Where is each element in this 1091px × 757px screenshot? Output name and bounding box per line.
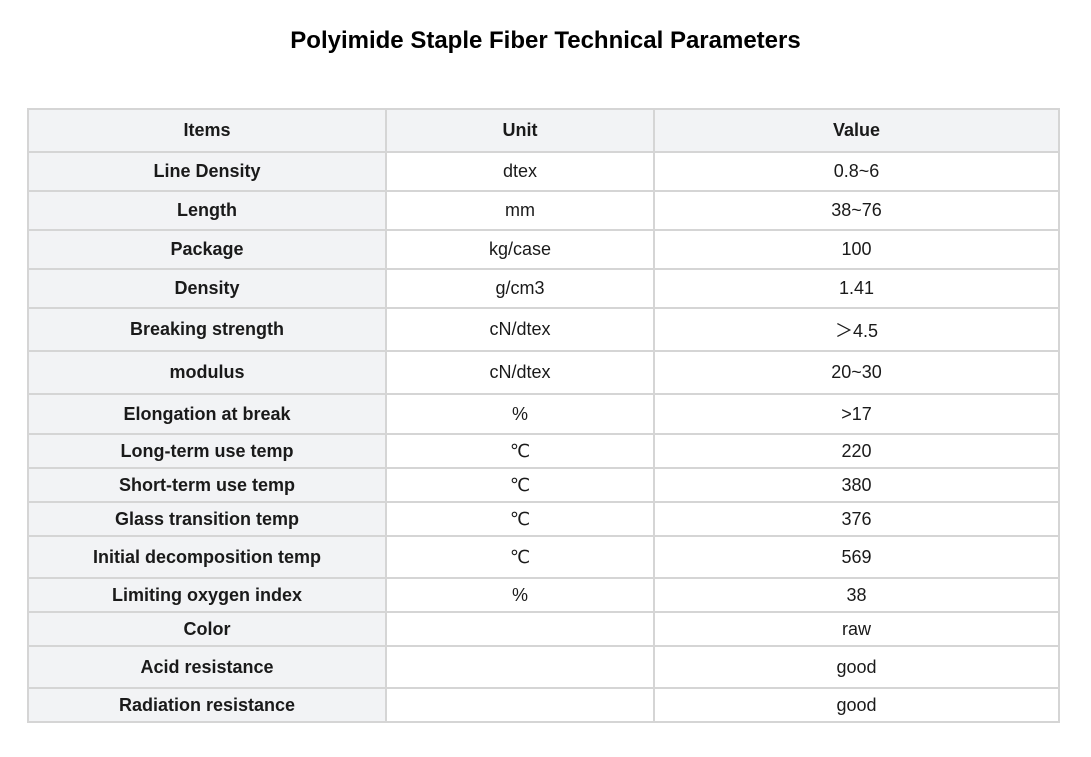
column-header-value: Value bbox=[653, 108, 1060, 153]
item-cell: Limiting oxygen index bbox=[27, 577, 387, 613]
table-row: Length mm 38~76 bbox=[27, 190, 1060, 231]
value-cell: 1.41 bbox=[653, 268, 1060, 309]
unit-cell: kg/case bbox=[385, 229, 655, 270]
value-cell: ＞4.5 bbox=[653, 307, 1060, 352]
item-cell: Breaking strength bbox=[27, 307, 387, 352]
table-row: Glass transition temp ℃ 376 bbox=[27, 501, 1060, 537]
unit-cell bbox=[385, 687, 655, 723]
item-cell: modulus bbox=[27, 350, 387, 395]
item-cell: Acid resistance bbox=[27, 645, 387, 689]
item-cell: Color bbox=[27, 611, 387, 647]
item-cell: Package bbox=[27, 229, 387, 270]
unit-cell: cN/dtex bbox=[385, 307, 655, 352]
item-cell: Glass transition temp bbox=[27, 501, 387, 537]
item-cell: Short-term use temp bbox=[27, 467, 387, 503]
column-header-unit: Unit bbox=[385, 108, 655, 153]
table-row: Density g/cm3 1.41 bbox=[27, 268, 1060, 309]
item-cell: Length bbox=[27, 190, 387, 231]
column-header-items: Items bbox=[27, 108, 387, 153]
table-row: Radiation resistance good bbox=[27, 687, 1060, 723]
value-cell: good bbox=[653, 645, 1060, 689]
table-row: Package kg/case 100 bbox=[27, 229, 1060, 270]
unit-cell bbox=[385, 611, 655, 647]
page-title: Polyimide Staple Fiber Technical Paramet… bbox=[290, 27, 801, 54]
unit-cell: ℃ bbox=[385, 433, 655, 469]
value-cell: 38 bbox=[653, 577, 1060, 613]
unit-cell: g/cm3 bbox=[385, 268, 655, 309]
item-cell: Line Density bbox=[27, 151, 387, 192]
value-cell: 20~30 bbox=[653, 350, 1060, 395]
value-cell: 38~76 bbox=[653, 190, 1060, 231]
item-cell: Density bbox=[27, 268, 387, 309]
value-cell: 380 bbox=[653, 467, 1060, 503]
value-cell: 220 bbox=[653, 433, 1060, 469]
table-row: modulus cN/dtex 20~30 bbox=[27, 350, 1060, 395]
unit-cell: ℃ bbox=[385, 501, 655, 537]
table-row: Acid resistance good bbox=[27, 645, 1060, 689]
item-cell: Long-term use temp bbox=[27, 433, 387, 469]
table-row: Line Density dtex 0.8~6 bbox=[27, 151, 1060, 192]
table-row: Breaking strength cN/dtex ＞4.5 bbox=[27, 307, 1060, 352]
unit-cell: % bbox=[385, 393, 655, 435]
unit-cell: ℃ bbox=[385, 535, 655, 579]
item-cell: Elongation at break bbox=[27, 393, 387, 435]
unit-cell: cN/dtex bbox=[385, 350, 655, 395]
value-cell: >17 bbox=[653, 393, 1060, 435]
value-cell: 100 bbox=[653, 229, 1060, 270]
table-header-row: Items Unit Value bbox=[27, 108, 1060, 153]
table-row: Color raw bbox=[27, 611, 1060, 647]
unit-cell: mm bbox=[385, 190, 655, 231]
item-cell: Radiation resistance bbox=[27, 687, 387, 723]
unit-cell: ℃ bbox=[385, 467, 655, 503]
table-row: Initial decomposition temp ℃ 569 bbox=[27, 535, 1060, 579]
unit-cell: dtex bbox=[385, 151, 655, 192]
value-cell: good bbox=[653, 687, 1060, 723]
table-row: Limiting oxygen index % 38 bbox=[27, 577, 1060, 613]
table-row: Elongation at break % >17 bbox=[27, 393, 1060, 435]
table-row: Short-term use temp ℃ 380 bbox=[27, 467, 1060, 503]
unit-cell bbox=[385, 645, 655, 689]
table-row: Long-term use temp ℃ 220 bbox=[27, 433, 1060, 469]
value-cell: 376 bbox=[653, 501, 1060, 537]
value-cell: 0.8~6 bbox=[653, 151, 1060, 192]
value-cell: raw bbox=[653, 611, 1060, 647]
spec-table: Items Unit Value Line Density dtex 0.8~6… bbox=[27, 108, 1060, 723]
value-cell: 569 bbox=[653, 535, 1060, 579]
item-cell: Initial decomposition temp bbox=[27, 535, 387, 579]
unit-cell: % bbox=[385, 577, 655, 613]
